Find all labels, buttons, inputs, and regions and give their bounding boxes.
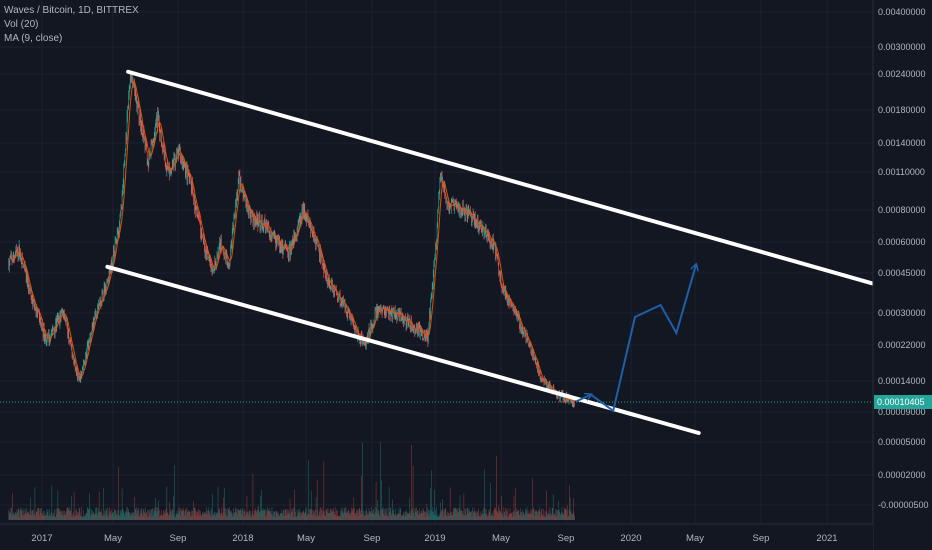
time-tick-label: 2017 [31,533,52,544]
price-tick-label: 0.00180000 [878,105,926,115]
volume-bars [8,442,575,520]
trendline-lower[interactable] [105,264,701,435]
channel-trendlines[interactable] [105,69,922,435]
time-tick-label: May [492,533,510,544]
trendline-upper[interactable] [126,69,922,299]
price-tick-label: 0.00140000 [878,138,926,148]
last-price-value: 0.00010405 [877,397,925,407]
price-tick-label: 0.00240000 [878,69,926,79]
price-tick-label: 0.00400000 [878,7,926,17]
ma-indicator-label[interactable]: MA (9, close) [4,33,63,44]
time-axis-panel[interactable] [0,524,873,550]
ma-line-path [12,80,575,402]
last-price-tag: 0.00010405 [874,395,932,409]
time-tick-label: Sep [170,533,187,544]
moving-average-line [12,80,575,402]
price-tick-label: 0.00060000 [878,237,926,247]
time-tick-label: May [686,533,704,544]
time-axis-ticks: 2017 May Sep 2018 May Sep 2019 May Sep 2020 May Sep… [31,533,837,544]
price-tick-label: 0.00005000 [878,437,926,447]
price-axis-ticks: 0.00400000 0.00300000 0.00240000 0.00180000… [878,7,929,510]
chart-legend: Waves / Bitcoin, 1D, BITTREX Vol (20) MA… [4,4,139,46]
price-tick-label: 0.00110000 [878,167,925,177]
time-tick-label: May [297,533,315,544]
price-tick-label: 0.00014000 [878,376,926,386]
volume-indicator-label[interactable]: Vol (20) [4,19,39,30]
price-tick-label: 0.00002000 [878,470,926,480]
price-tick-label: 0.00080000 [878,205,926,215]
last-price-badge [874,395,932,409]
projection-arrow[interactable] [575,265,696,413]
symbol-title[interactable]: Waves / Bitcoin, 1D, BITTREX [4,5,139,16]
time-tick-label: May [104,533,122,544]
projection-first-leg[interactable] [575,395,591,403]
price-tick-label: 0.00022000 [878,340,926,350]
grid [0,0,873,524]
price-tick-label: 0.00030000 [878,308,926,318]
time-tick-label: Sep [558,533,575,544]
price-tick-label: -0.00000500 [878,500,929,510]
price-tick-label: 0.00009000 [878,407,926,417]
time-tick-label: 2018 [232,533,253,544]
price-tick-label: 0.00300000 [878,42,926,52]
time-tick-label: Sep [364,533,381,544]
time-tick-label: 2021 [816,533,837,544]
projection-main-path[interactable] [590,265,696,413]
time-tick-label: Sep [753,533,770,544]
price-axis-panel[interactable] [873,0,932,550]
time-tick-label: 2020 [620,533,641,544]
time-tick-label: 2019 [424,533,445,544]
price-tick-label: 0.00045000 [878,268,926,278]
